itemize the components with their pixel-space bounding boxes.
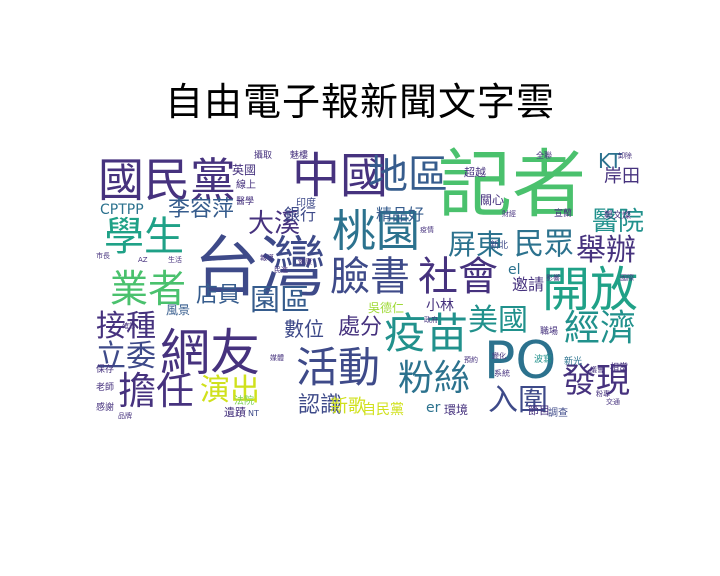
cloud-word: 影響 xyxy=(546,273,560,282)
cloud-word: KT xyxy=(598,149,623,173)
cloud-word: 粉絲 xyxy=(398,358,470,399)
cloud-word: 財經 xyxy=(502,209,516,218)
cloud-word: 數位 xyxy=(284,317,324,341)
cloud-word: 調查 xyxy=(548,406,568,419)
cloud-word: 處分 xyxy=(338,315,382,340)
cloud-word: 線上 xyxy=(236,178,256,191)
cloud-word: 活動 xyxy=(296,343,380,392)
cloud-word: 環境 xyxy=(444,402,468,417)
cloud-word: 精品好 xyxy=(376,205,424,224)
cloud-word: 開放 xyxy=(542,262,638,318)
cloud-word: 英國 xyxy=(232,163,256,177)
cloud-word: 市長 xyxy=(96,251,110,260)
cloud-word: 記者 xyxy=(438,142,586,228)
cloud-word: 媒體 xyxy=(270,353,284,362)
cloud-word: 中國 xyxy=(292,148,388,204)
cloud-word: 魅樓 xyxy=(290,149,308,161)
cloud-word: 邀請 xyxy=(512,275,544,294)
cloud-word: 新光 xyxy=(564,355,582,367)
cloud-word: 感謝 xyxy=(96,401,114,413)
cloud-word: 立委 xyxy=(96,339,156,374)
cloud-word: 粉專 xyxy=(596,389,610,398)
cloud-word: 超越 xyxy=(464,165,486,179)
cloud-word: 遺蹟 xyxy=(224,405,246,419)
cloud-word: 李容萍 xyxy=(168,197,234,222)
cloud-word: 政府 xyxy=(424,315,438,324)
cloud-word: el xyxy=(508,262,521,278)
cloud-word: 發現 xyxy=(562,361,630,401)
cloud-word: 民進 xyxy=(274,265,288,274)
cloud-word: 業者 xyxy=(110,267,186,311)
cloud-word: 銀行 xyxy=(284,205,316,224)
cloud-word: 社會 xyxy=(418,254,498,300)
cloud-word: 店員 xyxy=(196,283,240,308)
cloud-word: 學生 xyxy=(104,214,184,260)
cloud-word: 新歌 xyxy=(330,396,366,417)
cloud-word: 確診 xyxy=(122,321,136,330)
cloud-word: 大溪 xyxy=(248,209,300,239)
cloud-word: 國際 xyxy=(620,273,634,282)
cloud-word: 系統 xyxy=(494,368,510,378)
cloud-word: 攝取 xyxy=(254,149,272,161)
cloud-word: 健康 xyxy=(298,257,312,266)
cloud-word: 宣蘭 xyxy=(554,207,572,219)
cloud-word: 交通 xyxy=(606,397,620,406)
cloud-word: 關心 xyxy=(480,193,504,207)
cloud-word: AZ xyxy=(138,256,148,264)
cloud-word: 美國 xyxy=(468,303,528,338)
cloud-word: 議會 xyxy=(590,365,604,374)
cloud-word: 全聯 xyxy=(536,150,552,160)
cloud-word: 醫學 xyxy=(236,195,254,207)
cloud-word: 認識 xyxy=(298,393,342,418)
cloud-word: 自民黨 xyxy=(362,402,404,418)
cloud-word: 職場 xyxy=(540,325,558,337)
cloud-word: 變化 xyxy=(492,351,506,360)
cloud-word: 接種 xyxy=(96,309,156,344)
cloud-word: 預約 xyxy=(464,355,478,364)
cloud-word: 地區 xyxy=(368,152,448,198)
cloud-word: 波寫 xyxy=(534,353,552,365)
cloud-word: 舉辦 xyxy=(576,233,636,268)
cloud-word: 國民黨 xyxy=(98,153,236,207)
cloud-word: 桃園 xyxy=(332,206,420,257)
cloud-word: 臉書 xyxy=(330,254,410,300)
cloud-word: 吳德仁 xyxy=(368,300,404,315)
cloud-word: 疫苗 xyxy=(384,309,468,358)
cloud-word: 岸田 xyxy=(604,166,640,187)
cloud-word: 醫院 xyxy=(592,207,644,237)
cloud-word: CPTPP xyxy=(100,202,144,218)
cloud-word: 屏東 xyxy=(448,228,504,261)
cloud-word: 民眾 xyxy=(514,227,574,262)
cloud-word: 生活 xyxy=(168,255,182,264)
page-title: 自由電子報新聞文字雲 xyxy=(164,80,555,124)
cloud-word: 保存 xyxy=(96,363,114,375)
cloud-word: 老師 xyxy=(96,381,114,393)
cloud-word: 經濟 xyxy=(564,308,636,349)
cloud-word: 網友 xyxy=(160,324,260,382)
cloud-word: 擔任 xyxy=(118,369,194,413)
cloud-word: 相當 xyxy=(610,361,628,373)
cloud-word: 報導 xyxy=(260,253,274,262)
cloud-word: 節目 xyxy=(528,403,550,417)
cloud-word: 印度 xyxy=(296,196,316,209)
cloud-word: 法院 xyxy=(234,394,254,407)
cloud-word: er xyxy=(426,400,441,416)
cloud-word: 新北 xyxy=(490,239,508,251)
cloud-word: 演出 xyxy=(200,373,260,408)
cloud-word: PO xyxy=(484,331,556,391)
cloud-word: 台灣 xyxy=(194,229,326,306)
cloud-word: 入圍 xyxy=(488,383,548,418)
cloud-word: 品牌 xyxy=(118,411,132,420)
cloud-word: NT xyxy=(248,409,259,418)
cloud-word: 小林 xyxy=(426,298,454,314)
cloud-word: 園區 xyxy=(250,283,310,318)
cloud-word: 疫情 xyxy=(420,225,434,234)
cloud-word: 卸除 xyxy=(618,151,632,160)
cloud-word: 鄭文燦 xyxy=(604,209,631,221)
cloud-word: 風景 xyxy=(166,303,190,317)
